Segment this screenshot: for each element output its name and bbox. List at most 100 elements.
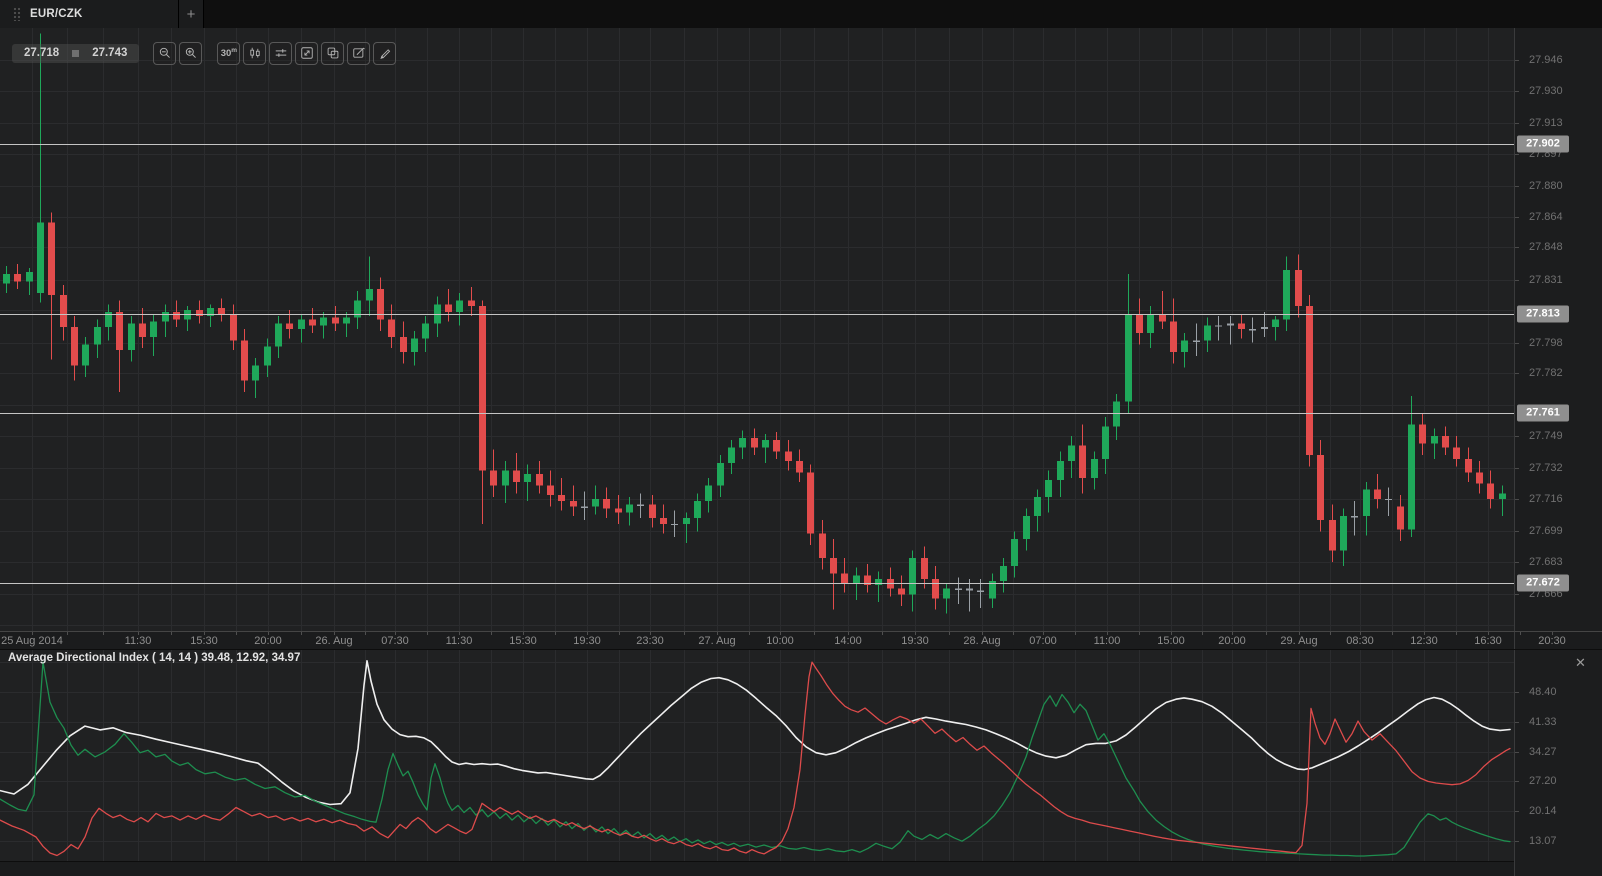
candle-body <box>456 300 463 312</box>
tab-eurczk[interactable]: EUR/CZK <box>0 0 179 28</box>
candle-body <box>241 340 248 381</box>
time-label: 08:30 <box>1346 635 1374 647</box>
candle-body <box>479 306 486 471</box>
candle-body <box>105 311 112 328</box>
bid-ask-pill[interactable]: 27.718 27.743 <box>12 43 140 63</box>
time-label: 15:00 <box>1157 635 1185 647</box>
candle-body <box>1431 436 1438 444</box>
ask-price[interactable]: 27.743 <box>92 47 128 59</box>
time-axis-tick <box>587 632 588 635</box>
time-axis-tick <box>1013 632 1014 635</box>
candle-body <box>196 310 203 316</box>
indicator-tick-label: 48.40 <box>1529 686 1557 698</box>
candle-body <box>1057 460 1064 480</box>
time-axis-tick <box>1266 632 1267 635</box>
price-axis-tick <box>1515 247 1519 248</box>
axis-divider <box>1514 632 1515 649</box>
time-label: 29. Aug <box>1280 635 1318 647</box>
price-level-badge: 27.761 <box>1517 404 1569 422</box>
timeframe-button[interactable]: 30m <box>217 41 241 65</box>
candle-body <box>1102 426 1109 459</box>
bid-price[interactable]: 27.718 <box>24 47 60 59</box>
candle-body <box>377 289 384 320</box>
edit-button[interactable] <box>347 41 371 65</box>
indicator-close-icon[interactable]: ✕ <box>1575 655 1586 670</box>
candle-body <box>1419 424 1426 444</box>
time-label: 11:30 <box>445 635 473 647</box>
time-axis-tick <box>1360 632 1361 635</box>
pencil-icon <box>378 46 392 60</box>
time-label: 07:00 <box>1029 635 1057 647</box>
candle-body <box>785 451 792 461</box>
candle-body <box>1329 520 1336 551</box>
indicator-panel-canvas[interactable] <box>0 649 1514 861</box>
time-axis-tick <box>523 632 524 635</box>
candle-body <box>1272 319 1279 328</box>
candle-body <box>128 323 135 351</box>
candle-body <box>1442 436 1449 448</box>
chart-type-button[interactable] <box>243 41 267 65</box>
price-level-badge: 27.902 <box>1517 135 1569 153</box>
price-axis-tick <box>1515 60 1519 61</box>
zoom-in-button[interactable] <box>179 41 203 65</box>
candle-body <box>1283 269 1290 320</box>
price-level-badge: 27.813 <box>1517 305 1569 323</box>
candle-body <box>82 344 89 366</box>
tab-drag-handle-icon[interactable] <box>13 7 21 21</box>
price-tick-label: 27.798 <box>1529 336 1563 349</box>
candle-body <box>807 472 814 534</box>
candle-body <box>875 579 882 585</box>
time-axis-tick <box>365 632 366 635</box>
candle-body <box>592 499 599 507</box>
price-axis-tick <box>1515 373 1519 374</box>
magnifier-minus-icon <box>158 46 172 60</box>
price-axis[interactable]: ✕ 27.946 27.930 27.913 27.897 27.880 27.864 27… <box>1514 28 1602 876</box>
time-axis-tick <box>684 632 685 635</box>
candle-body <box>819 533 826 559</box>
price-tick-label: 27.930 <box>1529 84 1563 97</box>
candle-body <box>649 504 656 519</box>
time-axis-tick <box>1488 632 1489 635</box>
candle-body <box>434 304 441 324</box>
fullscreen-button[interactable] <box>295 41 319 65</box>
candle-body <box>411 338 418 353</box>
time-label: 11:00 <box>1093 635 1121 647</box>
candle-body <box>445 304 452 312</box>
note-edit-icon <box>352 46 366 60</box>
candle-body <box>422 323 429 339</box>
time-axis-tick <box>650 632 651 635</box>
candle-body <box>603 499 610 509</box>
time-axis-tick <box>848 632 849 635</box>
indicator-line-ADX <box>0 660 1511 806</box>
candle-body <box>524 474 531 482</box>
indicator-axis-tick <box>1515 692 1519 693</box>
candle-body <box>717 462 724 486</box>
price-axis-tick <box>1515 343 1519 344</box>
candle-body <box>536 474 543 486</box>
candle-body <box>1113 401 1120 427</box>
candle-body <box>1476 472 1483 484</box>
candle-body <box>218 308 225 314</box>
candle-body <box>400 336 407 353</box>
zoom-out-button[interactable] <box>153 41 177 65</box>
time-axis-tick <box>268 632 269 635</box>
candle-body <box>1159 313 1166 322</box>
candle-body <box>1363 489 1370 517</box>
indicator-title: Average Directional Index ( 14, 14 ) 39.… <box>8 652 301 664</box>
price-chart-canvas[interactable] <box>0 28 1514 631</box>
price-tick-label: 27.683 <box>1529 556 1563 568</box>
new-tab-button[interactable]: + <box>179 0 204 28</box>
toolbar-buttons: 30m <box>153 41 399 65</box>
draw-button[interactable] <box>373 41 397 65</box>
candle-body <box>60 294 67 328</box>
candle-body <box>637 504 644 506</box>
time-axis-tick <box>204 632 205 635</box>
time-axis[interactable]: 25 Aug 2014 11:30 15:30 20:00 26. Aug 07:30 11… <box>0 631 1602 650</box>
candle-body <box>1170 321 1177 353</box>
candle-body <box>1385 499 1392 501</box>
indicators-button[interactable] <box>269 41 293 65</box>
duplicate-button[interactable] <box>321 41 345 65</box>
candle-body <box>320 317 327 326</box>
candle-body <box>1261 327 1268 330</box>
